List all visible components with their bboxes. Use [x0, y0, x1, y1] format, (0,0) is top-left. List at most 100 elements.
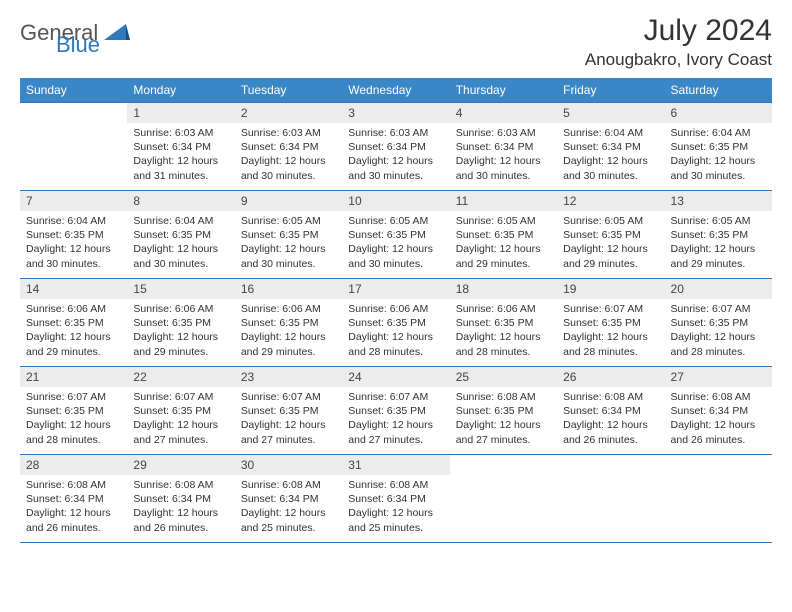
weekday-header: Monday [127, 78, 234, 103]
day-number: 5 [557, 103, 664, 123]
day-number: 20 [665, 279, 772, 299]
calendar-day-cell [20, 103, 127, 191]
weekday-header: Friday [557, 78, 664, 103]
day-details: Sunrise: 6:08 AMSunset: 6:34 PMDaylight:… [557, 387, 664, 453]
calendar-day-cell: 24Sunrise: 6:07 AMSunset: 6:35 PMDayligh… [342, 367, 449, 455]
calendar-day-cell: 20Sunrise: 6:07 AMSunset: 6:35 PMDayligh… [665, 279, 772, 367]
calendar-day-cell: 13Sunrise: 6:05 AMSunset: 6:35 PMDayligh… [665, 191, 772, 279]
day-number: 21 [20, 367, 127, 387]
day-number: 11 [450, 191, 557, 211]
day-number: 12 [557, 191, 664, 211]
day-number: 19 [557, 279, 664, 299]
calendar-week-row: 28Sunrise: 6:08 AMSunset: 6:34 PMDayligh… [20, 455, 772, 543]
day-details [557, 475, 664, 484]
day-number [557, 455, 664, 475]
day-number: 16 [235, 279, 342, 299]
calendar-day-cell: 19Sunrise: 6:07 AMSunset: 6:35 PMDayligh… [557, 279, 664, 367]
calendar-day-cell: 27Sunrise: 6:08 AMSunset: 6:34 PMDayligh… [665, 367, 772, 455]
day-number: 1 [127, 103, 234, 123]
day-number: 15 [127, 279, 234, 299]
day-details: Sunrise: 6:08 AMSunset: 6:34 PMDaylight:… [235, 475, 342, 541]
day-number: 9 [235, 191, 342, 211]
calendar-day-cell: 31Sunrise: 6:08 AMSunset: 6:34 PMDayligh… [342, 455, 449, 543]
day-details [665, 475, 772, 484]
day-details: Sunrise: 6:04 AMSunset: 6:35 PMDaylight:… [665, 123, 772, 189]
day-details: Sunrise: 6:05 AMSunset: 6:35 PMDaylight:… [235, 211, 342, 277]
weekday-header: Saturday [665, 78, 772, 103]
day-details: Sunrise: 6:05 AMSunset: 6:35 PMDaylight:… [557, 211, 664, 277]
calendar-day-cell: 12Sunrise: 6:05 AMSunset: 6:35 PMDayligh… [557, 191, 664, 279]
day-details: Sunrise: 6:04 AMSunset: 6:34 PMDaylight:… [557, 123, 664, 189]
day-details: Sunrise: 6:08 AMSunset: 6:34 PMDaylight:… [127, 475, 234, 541]
calendar-week-row: 21Sunrise: 6:07 AMSunset: 6:35 PMDayligh… [20, 367, 772, 455]
calendar-day-cell: 22Sunrise: 6:07 AMSunset: 6:35 PMDayligh… [127, 367, 234, 455]
day-details: Sunrise: 6:08 AMSunset: 6:34 PMDaylight:… [342, 475, 449, 541]
calendar-day-cell [557, 455, 664, 543]
calendar-day-cell: 30Sunrise: 6:08 AMSunset: 6:34 PMDayligh… [235, 455, 342, 543]
day-details: Sunrise: 6:08 AMSunset: 6:34 PMDaylight:… [20, 475, 127, 541]
calendar-day-cell: 10Sunrise: 6:05 AMSunset: 6:35 PMDayligh… [342, 191, 449, 279]
day-number [450, 455, 557, 475]
day-details: Sunrise: 6:03 AMSunset: 6:34 PMDaylight:… [235, 123, 342, 189]
day-details: Sunrise: 6:06 AMSunset: 6:35 PMDaylight:… [127, 299, 234, 365]
day-details: Sunrise: 6:05 AMSunset: 6:35 PMDaylight:… [342, 211, 449, 277]
day-details: Sunrise: 6:06 AMSunset: 6:35 PMDaylight:… [20, 299, 127, 365]
day-details: Sunrise: 6:06 AMSunset: 6:35 PMDaylight:… [342, 299, 449, 365]
day-number: 26 [557, 367, 664, 387]
calendar-day-cell: 18Sunrise: 6:06 AMSunset: 6:35 PMDayligh… [450, 279, 557, 367]
day-number: 10 [342, 191, 449, 211]
calendar-day-cell: 3Sunrise: 6:03 AMSunset: 6:34 PMDaylight… [342, 103, 449, 191]
day-details: Sunrise: 6:05 AMSunset: 6:35 PMDaylight:… [665, 211, 772, 277]
day-number: 25 [450, 367, 557, 387]
calendar-day-cell: 5Sunrise: 6:04 AMSunset: 6:34 PMDaylight… [557, 103, 664, 191]
day-number: 31 [342, 455, 449, 475]
day-number: 17 [342, 279, 449, 299]
day-number: 3 [342, 103, 449, 123]
day-details: Sunrise: 6:05 AMSunset: 6:35 PMDaylight:… [450, 211, 557, 277]
day-details: Sunrise: 6:06 AMSunset: 6:35 PMDaylight:… [450, 299, 557, 365]
day-number: 23 [235, 367, 342, 387]
day-number: 13 [665, 191, 772, 211]
calendar-day-cell: 1Sunrise: 6:03 AMSunset: 6:34 PMDaylight… [127, 103, 234, 191]
day-details: Sunrise: 6:04 AMSunset: 6:35 PMDaylight:… [127, 211, 234, 277]
location-label: Anougbakro, Ivory Coast [585, 50, 772, 70]
day-details [20, 123, 127, 132]
calendar-day-cell: 25Sunrise: 6:08 AMSunset: 6:35 PMDayligh… [450, 367, 557, 455]
day-number: 2 [235, 103, 342, 123]
day-details: Sunrise: 6:04 AMSunset: 6:35 PMDaylight:… [20, 211, 127, 277]
calendar-day-cell: 23Sunrise: 6:07 AMSunset: 6:35 PMDayligh… [235, 367, 342, 455]
day-number: 27 [665, 367, 772, 387]
day-number: 24 [342, 367, 449, 387]
calendar-day-cell: 16Sunrise: 6:06 AMSunset: 6:35 PMDayligh… [235, 279, 342, 367]
calendar-day-cell: 7Sunrise: 6:04 AMSunset: 6:35 PMDaylight… [20, 191, 127, 279]
calendar-day-cell: 29Sunrise: 6:08 AMSunset: 6:34 PMDayligh… [127, 455, 234, 543]
day-number: 4 [450, 103, 557, 123]
day-number: 28 [20, 455, 127, 475]
calendar-day-cell: 11Sunrise: 6:05 AMSunset: 6:35 PMDayligh… [450, 191, 557, 279]
day-number: 18 [450, 279, 557, 299]
calendar-day-cell: 2Sunrise: 6:03 AMSunset: 6:34 PMDaylight… [235, 103, 342, 191]
calendar-day-cell: 8Sunrise: 6:04 AMSunset: 6:35 PMDaylight… [127, 191, 234, 279]
day-number [20, 103, 127, 123]
calendar-day-cell: 9Sunrise: 6:05 AMSunset: 6:35 PMDaylight… [235, 191, 342, 279]
month-title: July 2024 [585, 14, 772, 48]
calendar-day-cell: 4Sunrise: 6:03 AMSunset: 6:34 PMDaylight… [450, 103, 557, 191]
brand-triangle-icon [104, 22, 130, 45]
day-details: Sunrise: 6:06 AMSunset: 6:35 PMDaylight:… [235, 299, 342, 365]
calendar-day-cell: 6Sunrise: 6:04 AMSunset: 6:35 PMDaylight… [665, 103, 772, 191]
weekday-header: Thursday [450, 78, 557, 103]
weekday-header: Sunday [20, 78, 127, 103]
day-details: Sunrise: 6:07 AMSunset: 6:35 PMDaylight:… [235, 387, 342, 453]
day-number: 22 [127, 367, 234, 387]
day-details [450, 475, 557, 484]
brand-part2: Blue [56, 32, 100, 58]
day-number [665, 455, 772, 475]
calendar-day-cell [450, 455, 557, 543]
day-details: Sunrise: 6:03 AMSunset: 6:34 PMDaylight:… [342, 123, 449, 189]
day-details: Sunrise: 6:07 AMSunset: 6:35 PMDaylight:… [127, 387, 234, 453]
header: General Blue July 2024 Anougbakro, Ivory… [20, 14, 772, 70]
day-number: 30 [235, 455, 342, 475]
brand-logo: General Blue [20, 14, 132, 46]
day-details: Sunrise: 6:07 AMSunset: 6:35 PMDaylight:… [665, 299, 772, 365]
calendar-day-cell: 28Sunrise: 6:08 AMSunset: 6:34 PMDayligh… [20, 455, 127, 543]
